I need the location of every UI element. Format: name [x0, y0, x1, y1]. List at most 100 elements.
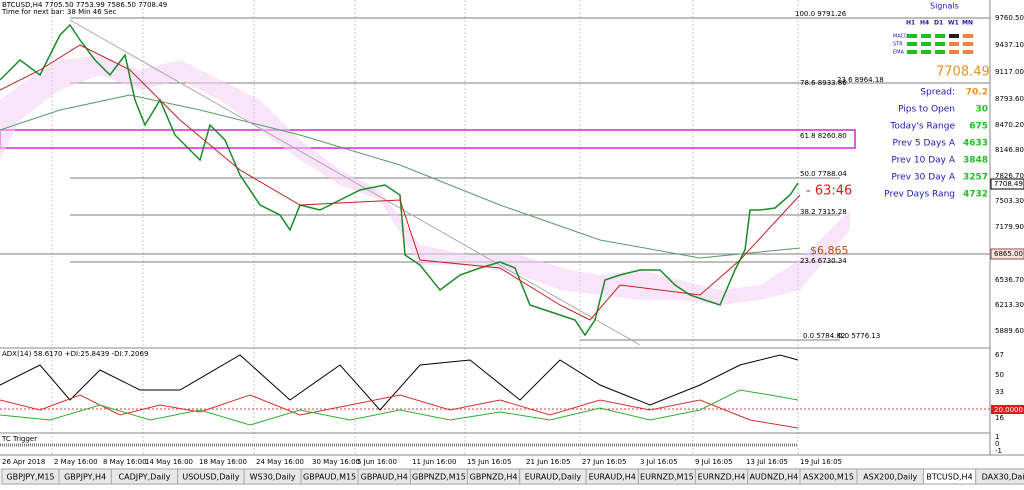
signal-dot [921, 50, 931, 54]
fib-label: 23.6 6730.34 [800, 257, 847, 265]
time-label: 19 Jul 16:05 [800, 458, 842, 466]
signal-dot [907, 42, 917, 46]
signal-dot [963, 50, 973, 54]
signal-dot [963, 34, 973, 38]
tab-label: EURAUD,Daily [525, 473, 582, 482]
tab-label: ASX200,M15 [803, 473, 854, 482]
info-label: Spread: [920, 88, 955, 98]
timeframe: MN [962, 20, 973, 27]
info-label: Today's Range [889, 122, 955, 132]
tab-label: EURAUD,H4 [589, 473, 636, 482]
ma-slow [0, 94, 801, 259]
time-label: 8 May 16:00 [103, 458, 147, 466]
tab-label: AUDNZD,H4 [749, 473, 798, 482]
time-label: 26 Apr 2018 [2, 458, 45, 466]
tab-label: ASX200,Daily [863, 473, 917, 482]
countdown: - 63:46 [806, 184, 852, 199]
price-label: 8146.80 [995, 146, 1024, 154]
price-box [990, 248, 1024, 260]
time-label: 27 Jun 16:05 [582, 458, 626, 466]
time-label: 3 Jul 16:05 [640, 458, 678, 466]
info-value: 4732 [963, 190, 988, 200]
time-label: 14 May 16:00 [145, 458, 193, 466]
minus-di-line [0, 394, 799, 429]
price-line [0, 23, 799, 337]
info-value: 70.2 [966, 88, 988, 98]
timeframe: H4 [920, 20, 929, 27]
signal-dot [949, 34, 959, 38]
price-label: 9117.00 [995, 68, 1024, 76]
signals-title: Signals [930, 2, 959, 11]
timeframe: D1 [934, 20, 943, 27]
tab-label: GBPAUD,M15 [303, 473, 356, 482]
level-note: $6,865 [810, 244, 849, 257]
price-current: 7708.49 [994, 180, 1023, 188]
info-value: 675 [969, 122, 988, 132]
info-price: 7708.49 [936, 65, 990, 80]
tab-label: EURNZD,M15 [640, 473, 694, 482]
time-label: 15 Jun 16:05 [467, 458, 511, 466]
tab-label: GBPAUD,H4 [361, 473, 408, 482]
fib-label: 0.0 5784.82 [803, 332, 845, 340]
info-label: Prev Days Rang [884, 190, 955, 200]
tab-label: EURNZD,H4 [698, 473, 746, 482]
signal-dot [921, 42, 931, 46]
time-label: 21 Jun 16:05 [526, 458, 570, 466]
timeframe: W1 [948, 20, 959, 27]
fib-label: 50.0 7788.04 [800, 170, 847, 178]
signal-dot [935, 50, 945, 54]
info-value: 4633 [963, 139, 988, 149]
fib-label: 0.0 5776.13 [838, 332, 880, 340]
timer-line: Time for next bar: 38 Min 46 Sec [1, 8, 117, 16]
fib-label: 100.0 9791.26 [795, 10, 847, 18]
fib-label: 23.6 8964.18 [837, 76, 884, 84]
price-label: 6536.70 [995, 276, 1024, 284]
price-label: 8793.60 [995, 95, 1024, 103]
tab[interactable] [975, 468, 1024, 485]
price-label: 7826.70 [995, 172, 1024, 180]
fib-label: 38.2 7315.28 [800, 208, 847, 216]
info-label: Prev 5 Days A [892, 139, 955, 149]
time-label: 18 May 16:00 [199, 458, 247, 466]
signal-dot [963, 42, 973, 46]
tab-label: WS30,Daily [250, 473, 296, 482]
zone-box [0, 129, 856, 149]
price-label: 7503.30 [995, 197, 1024, 205]
price-box [990, 178, 1024, 190]
adx-level: 20.0000 [994, 406, 1023, 414]
fib-label: 78.6 8933.86 [800, 79, 847, 87]
adx-axis: 67 [995, 351, 1004, 359]
tab-label: GBPNZD,M15 [412, 473, 466, 482]
time-label: 5 Jun 16:00 [357, 458, 397, 466]
signal-dot [949, 50, 959, 54]
time-label: 2 May 16:00 [54, 458, 98, 466]
price-label: 9437.10 [995, 41, 1024, 49]
tc-label: TC Trigger [1, 435, 37, 443]
signal-row: STR [893, 42, 903, 48]
time-label: 9 Jul 16:05 [695, 458, 733, 466]
adx-axis: 33 [995, 388, 1004, 396]
price-marked: 6865.00 [994, 250, 1023, 258]
tc-axis: 1 [995, 433, 999, 441]
cloud [0, 55, 850, 305]
signal-dot [907, 50, 917, 54]
tab-label: GBPJPY,M15 [6, 473, 54, 482]
signal-dot [935, 34, 945, 38]
tab-label: GBPNZD,H4 [470, 473, 518, 482]
timeframe: H1 [906, 20, 915, 27]
signal-dot [949, 42, 959, 46]
info-value: 3848 [963, 156, 988, 166]
signal-row: MACD [893, 34, 908, 40]
signal-row: EMA [893, 50, 904, 56]
price-label: 5889.60 [995, 327, 1024, 335]
info-label: Prev 10 Day A [891, 156, 955, 166]
trend-line [69, 19, 641, 346]
price-label: 9760.50 [995, 14, 1024, 22]
price-label: 8470.20 [995, 121, 1024, 129]
info-label: Prev 30 Day A [891, 173, 955, 183]
price-label: 6213.30 [995, 301, 1024, 309]
tab-label: DAX30,Daily [982, 473, 1024, 482]
adx-axis: 50 [995, 371, 1004, 379]
time-label: 30 May 16:00 [312, 458, 360, 466]
